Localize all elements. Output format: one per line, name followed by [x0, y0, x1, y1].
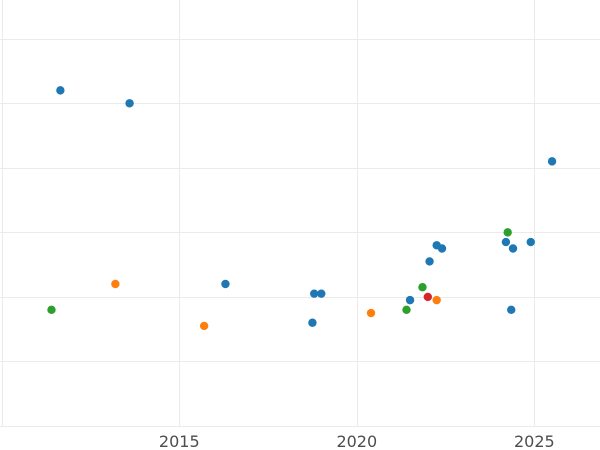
x-tick-label: 2025: [514, 432, 555, 450]
scatter-point-orange: [111, 279, 120, 289]
scatter-point-blue: [310, 289, 319, 298]
points-layer: [47, 86, 557, 331]
scatter-point-blue: [526, 237, 535, 247]
scatter-point-green: [47, 305, 56, 315]
scatter-point-blue: [56, 86, 65, 95]
x-tick-label: 2020: [336, 432, 377, 450]
scatter-point-orange: [366, 308, 376, 318]
scatter-point-blue: [405, 295, 415, 305]
scatter-point-blue: [308, 318, 317, 327]
scatter-point-green: [503, 228, 512, 237]
x-axis: 2015 2020 2025: [159, 432, 555, 450]
scatter-point-blue: [437, 244, 447, 253]
x-tick-label: 2015: [159, 432, 200, 450]
scatter-point-orange: [432, 295, 441, 305]
scatter-point-blue: [125, 99, 134, 108]
scatter-point-orange: [199, 321, 209, 331]
scatter-point-green: [418, 283, 427, 292]
grid-layer: [0, 0, 600, 427]
scatter-point-blue: [508, 244, 518, 253]
scatter-point-blue: [507, 305, 516, 315]
scatter-point-green: [402, 305, 411, 315]
scatter-point-blue: [547, 157, 557, 166]
scatter-point-blue: [221, 279, 230, 289]
scatter-point-blue: [317, 289, 326, 298]
scatter-point-blue: [501, 237, 511, 247]
scatter-point-red: [423, 292, 433, 302]
scatter-point-blue: [425, 257, 434, 266]
